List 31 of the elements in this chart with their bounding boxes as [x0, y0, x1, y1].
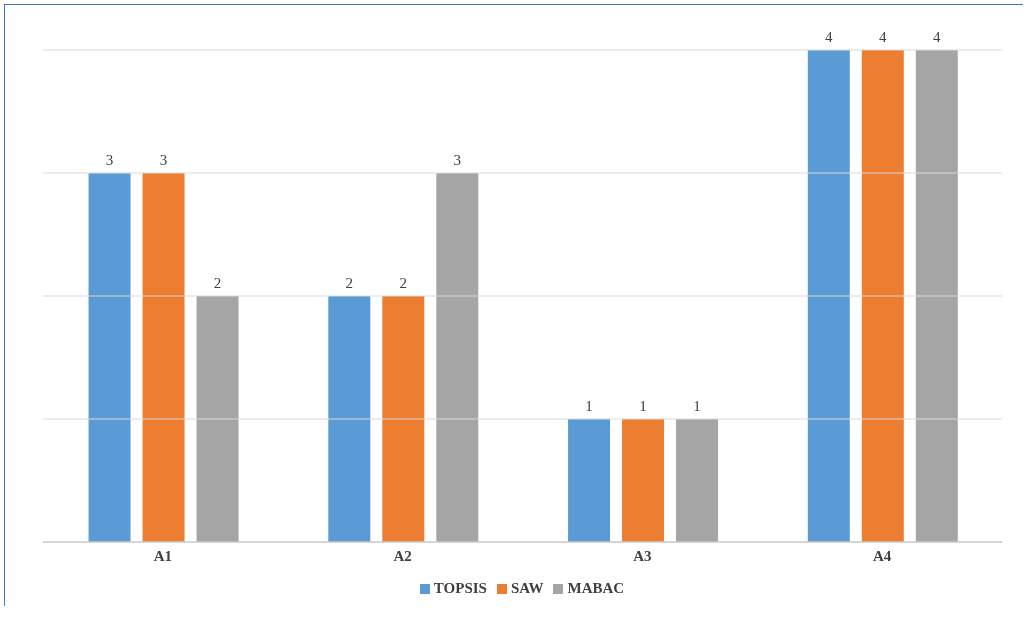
x-tick-label: A4	[872, 547, 892, 564]
legend-label: SAW	[509, 580, 544, 597]
legend-label: TOPSIS	[432, 580, 487, 597]
bar	[807, 50, 850, 542]
x-tick-label: A1	[153, 547, 173, 564]
bar	[142, 173, 185, 542]
bar	[328, 296, 371, 542]
data-label: 2	[399, 275, 408, 291]
bar	[676, 419, 719, 542]
data-label: 4	[933, 29, 942, 45]
bar	[196, 296, 239, 542]
data-label: 1	[693, 398, 701, 414]
bar	[88, 173, 131, 542]
data-label: 2	[345, 275, 354, 291]
bar	[861, 50, 904, 542]
data-label: 2	[213, 275, 222, 291]
bar	[382, 296, 425, 542]
data-label: 3	[159, 152, 168, 168]
x-tick-label: A3	[633, 547, 652, 564]
data-label: 1	[585, 398, 593, 414]
bar	[915, 50, 958, 542]
x-tick-label: A2	[393, 547, 412, 564]
data-label: 3	[453, 152, 462, 168]
bar	[622, 419, 665, 542]
data-label: 4	[825, 29, 834, 45]
bar	[436, 173, 479, 542]
data-label: 1	[639, 398, 647, 414]
legend-label: MABAC	[566, 580, 625, 597]
bar	[568, 419, 611, 542]
data-label: 3	[105, 152, 114, 168]
data-label: 4	[879, 29, 888, 45]
